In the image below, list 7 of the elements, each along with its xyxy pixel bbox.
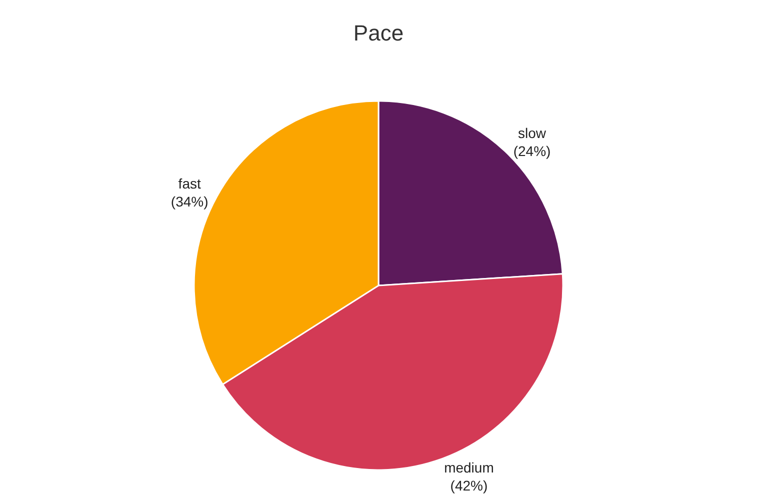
slice-label: medium: [444, 459, 494, 476]
data-label: (24%): [513, 143, 551, 160]
data-label: (42%): [450, 478, 488, 494]
data-label: (34%): [170, 194, 208, 210]
slice-label: slow: [518, 124, 547, 141]
chart-title: Pace: [353, 20, 404, 46]
slice-label: fast: [178, 176, 201, 192]
